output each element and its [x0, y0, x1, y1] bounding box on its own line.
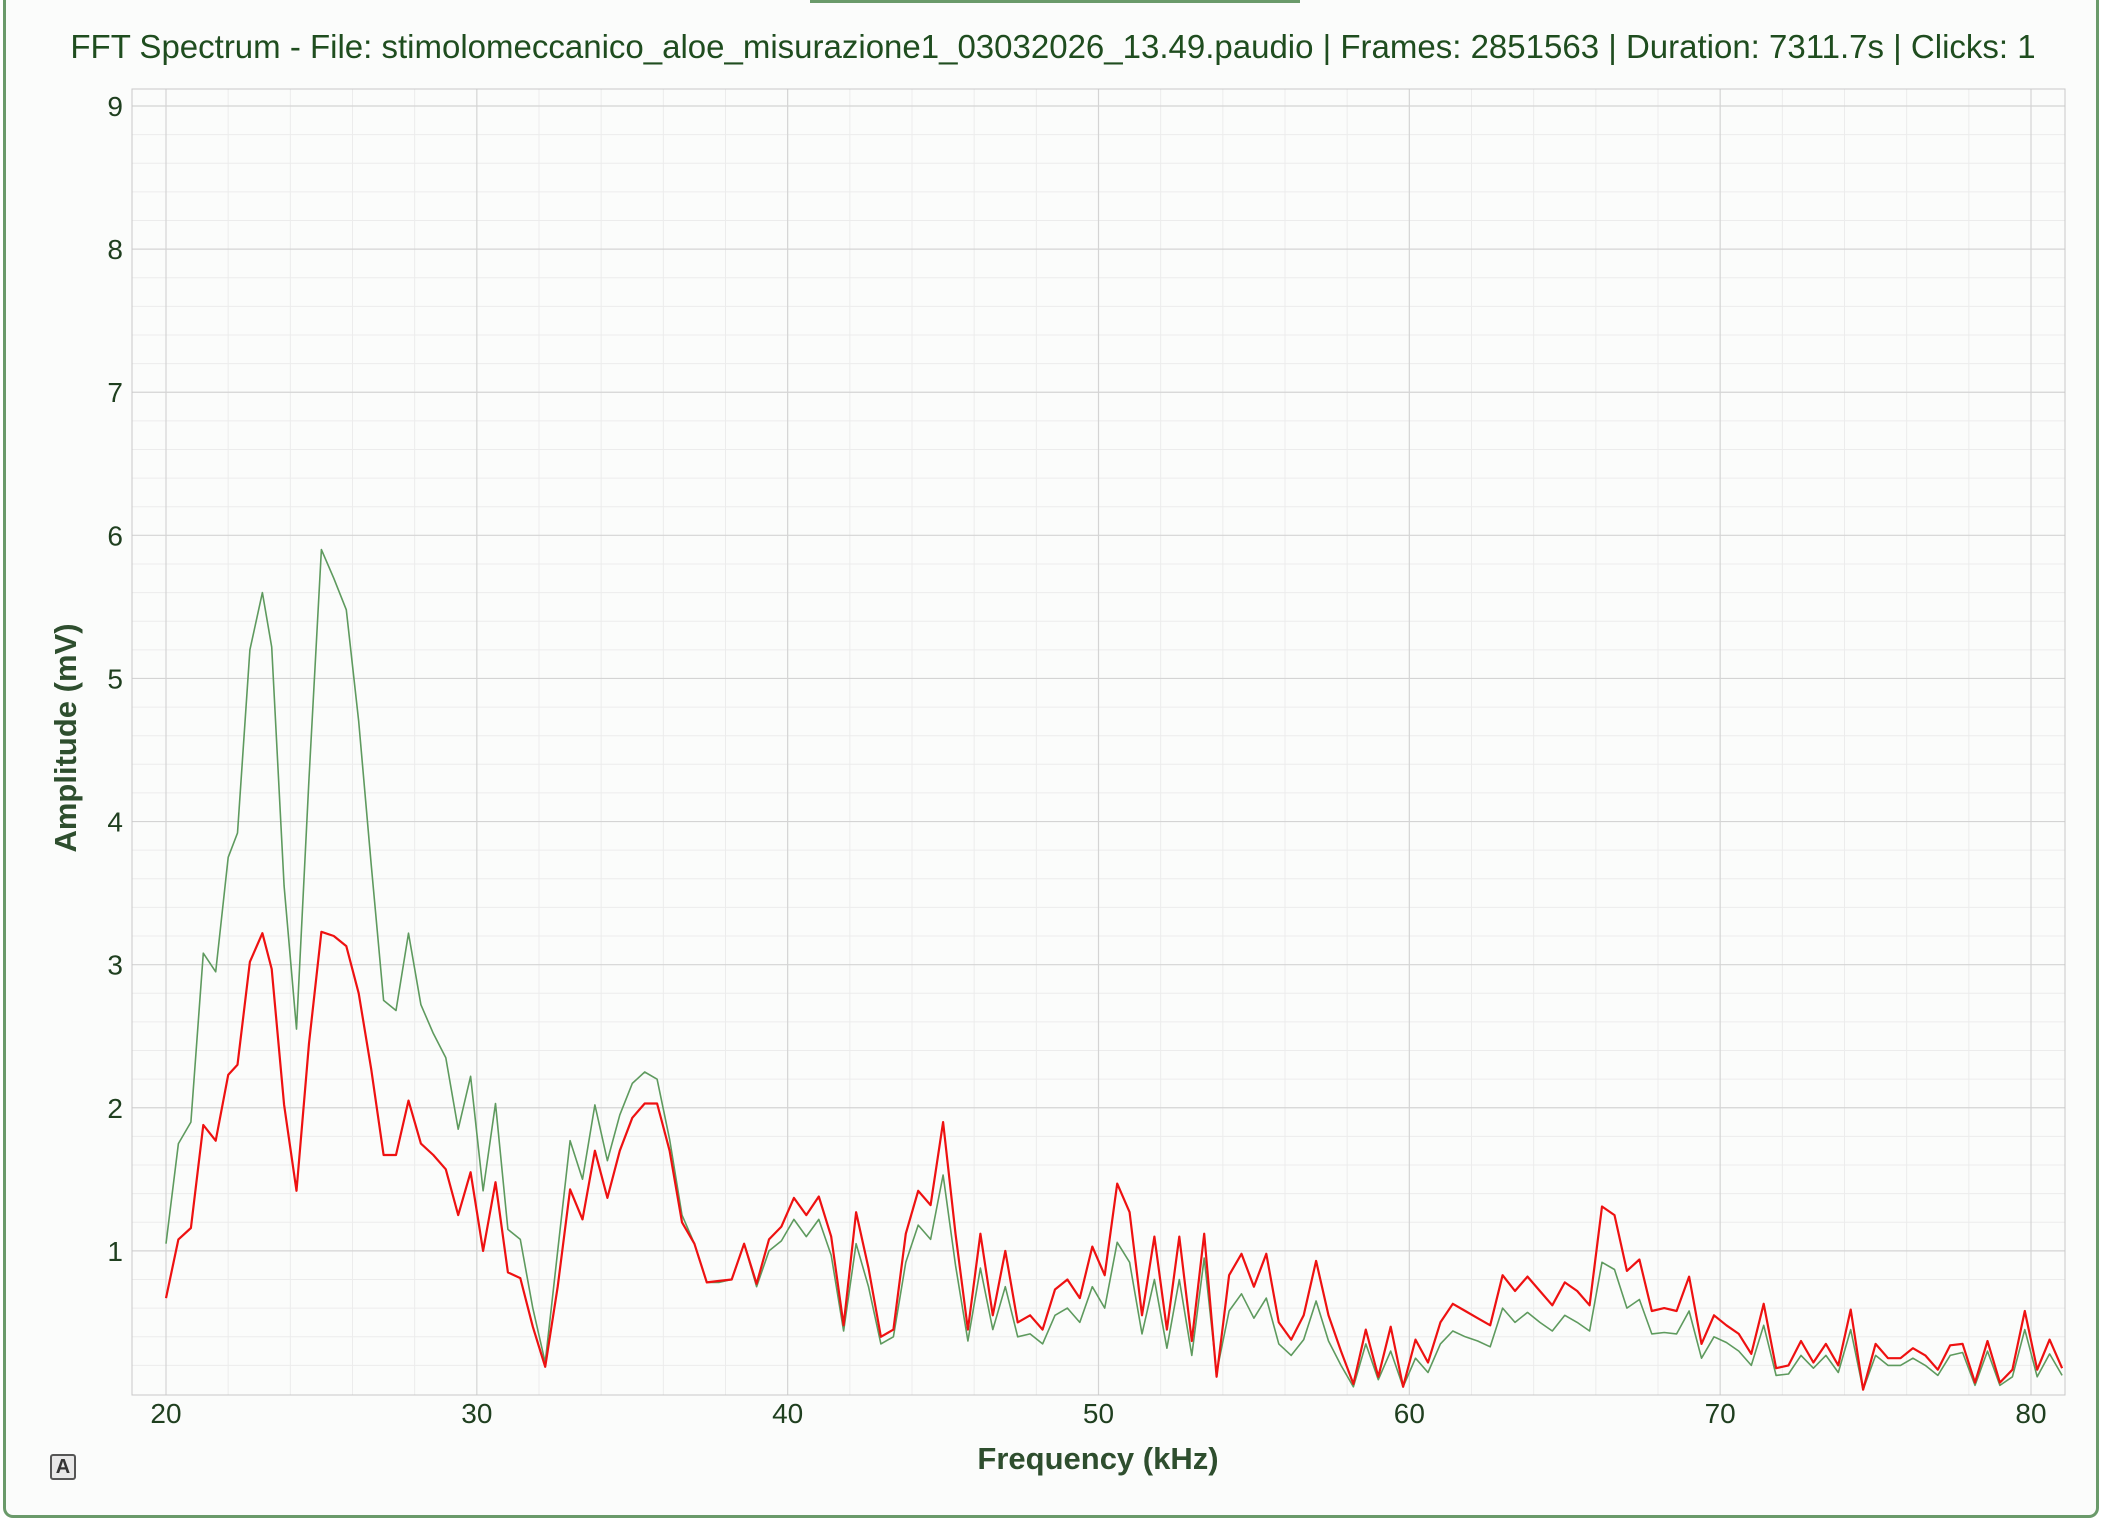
plot-area-border [131, 88, 2066, 1396]
y-tick-label: 7 [107, 377, 123, 408]
y-tick-label: 3 [107, 950, 123, 981]
y-axis-title: Amplitude (mV) [48, 623, 83, 852]
y-tick-label: 4 [107, 807, 123, 838]
series-layer [164, 548, 2064, 1391]
y-tick-label: 2 [107, 1093, 123, 1124]
x-tick-label: 40 [772, 1398, 803, 1429]
x-axis-ticks: 20 30 40 50 60 70 80 [150, 1398, 2046, 1429]
font-a-icon[interactable]: A [50, 1454, 76, 1480]
x-tick-label: 60 [1394, 1398, 1425, 1429]
chart-title: FFT Spectrum - File: stimolomeccanico_al… [70, 28, 2036, 65]
x-axis-title: Frequency (kHz) [977, 1441, 1218, 1476]
series-line-green [165, 548, 2063, 1391]
x-tick-label: 20 [150, 1398, 181, 1429]
x-tick-label: 30 [461, 1398, 492, 1429]
y-axis-ticks: 1 2 3 4 5 6 7 8 9 [107, 91, 123, 1267]
y-tick-label: 8 [107, 234, 123, 265]
x-tick-label: 50 [1083, 1398, 1114, 1429]
window-top-tab-indicator [810, 0, 1300, 3]
y-tick-label: 5 [107, 663, 123, 694]
major-grid [132, 89, 2065, 1395]
x-tick-label: 70 [1705, 1398, 1736, 1429]
y-tick-label: 6 [107, 520, 123, 551]
y-tick-label: 9 [107, 91, 123, 122]
x-tick-label: 80 [2015, 1398, 2046, 1429]
series-line-red [164, 930, 2064, 1391]
y-tick-label: 1 [107, 1236, 123, 1267]
